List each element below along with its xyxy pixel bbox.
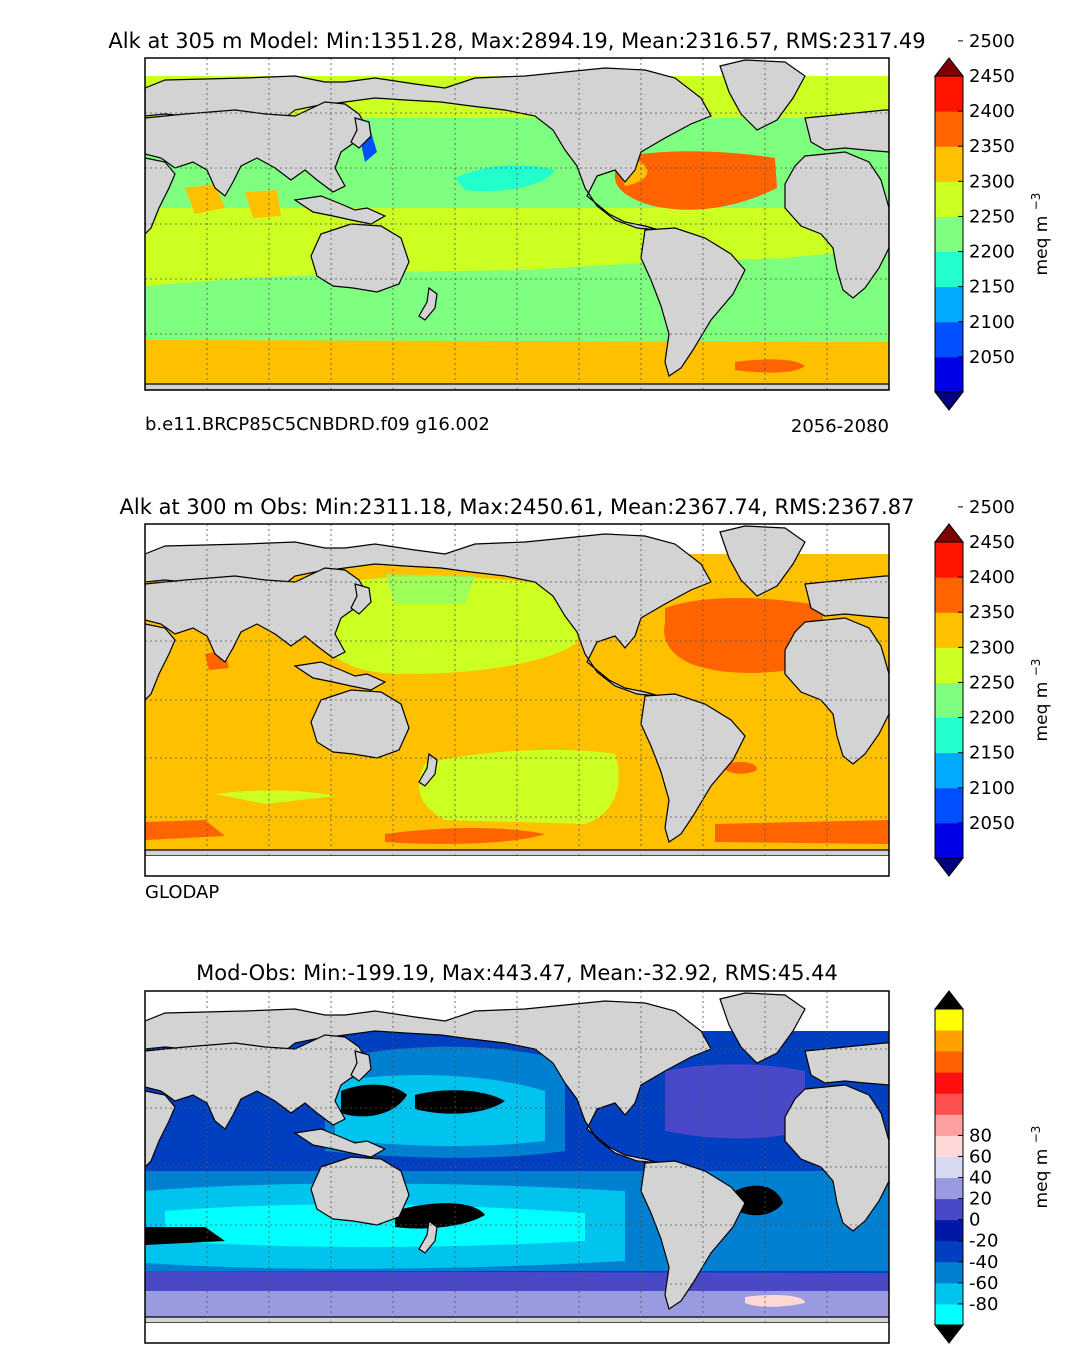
colorbar-tick-label: 40: [969, 1168, 992, 1189]
colorbar-under-triangle: [933, 857, 965, 877]
colorbar-segment: [935, 356, 963, 393]
colorbar-segment: [935, 1177, 963, 1200]
colorbar-tick-label: 2250: [969, 672, 1015, 693]
colorbar-segment: [935, 787, 963, 824]
colorbar-segment: [935, 822, 963, 859]
map-diff: [145, 991, 889, 1323]
colorbar-tick-label: 20: [969, 1189, 992, 1210]
colorbar-tick-label: 80: [969, 1125, 992, 1146]
panel-model: Alk at 305 m Model: Min:1351.28, Max:289…: [108, 29, 1052, 437]
colorbar-tick-label: 2350: [969, 136, 1015, 157]
colorbar-segment: [935, 181, 963, 217]
colorbar-tick-label: 2450: [969, 66, 1015, 87]
colorbar-tick-label: 2300: [969, 171, 1015, 192]
colorbar-tick-label: 0: [969, 1210, 980, 1231]
colorbar-segment: [935, 1093, 963, 1115]
colorbar-axis-label: meq m −3: [1029, 1126, 1052, 1209]
colorbar-under-triangle: [933, 391, 965, 411]
colorbar-segment: [935, 1114, 963, 1136]
colorbar-segment: [935, 216, 963, 253]
colorbar-model: 2050 2100 2150 2200 2250 2300 2350 2400 2450 2500…: [933, 31, 1052, 411]
colorbar-tick-label: 2100: [969, 312, 1015, 333]
colorbar-tick-label: -60: [969, 1273, 998, 1294]
colorbar-tick-label: 2350: [969, 602, 1015, 623]
colorbar-segment: [935, 577, 963, 613]
colorbar-tick-label: -40: [969, 1252, 998, 1273]
colorbar-segment: [935, 146, 963, 182]
map-frame-diff: [144, 990, 890, 1344]
colorbar-under-triangle: [933, 1324, 965, 1344]
panel-diff-title: Mod-Obs: Min:-199.19, Max:443.47, Mean:-…: [196, 961, 838, 985]
colorbar-tick-label: 2500: [969, 497, 1015, 518]
colorbar-tick-label: -20: [969, 1231, 998, 1252]
colorbar-segment: [935, 1135, 963, 1157]
colorbar-tick-label: 2500: [969, 31, 1015, 52]
colorbar-tick-label: 2100: [969, 778, 1015, 799]
colorbar-tick-label: 2150: [969, 743, 1015, 764]
map-model: [145, 58, 889, 390]
colorbar-tick-label: 2250: [969, 206, 1015, 227]
colorbar-tick-label: 2200: [969, 708, 1015, 729]
colorbar-segment: [935, 682, 963, 719]
colorbar-segment: [935, 1051, 963, 1073]
colorbar-segment: [935, 1072, 963, 1094]
colorbar-segment: [935, 1030, 963, 1052]
colorbar-segment: [935, 1261, 963, 1284]
colorbar-tick-label: 2450: [969, 532, 1015, 553]
colorbar-tick-label: 2400: [969, 567, 1015, 588]
period-label: 2056-2080: [791, 416, 889, 437]
colorbar-segment: [935, 251, 963, 288]
panel-obs-title: Alk at 300 m Obs: Min:2311.18, Max:2450.…: [120, 495, 915, 519]
colorbar-tick-label: 2200: [969, 242, 1015, 263]
colorbar-segment: [935, 111, 963, 147]
colorbar-segment: [935, 752, 963, 789]
colorbar-axis-label: meq m −3: [1029, 193, 1052, 276]
colorbar-over-triangle: [933, 57, 965, 77]
colorbar-frame: [934, 1008, 964, 1326]
colorbar-segment: [935, 717, 963, 754]
colorbar-tick-label: -80: [969, 1294, 998, 1315]
colorbar-segment: [935, 1198, 963, 1221]
colorbar-segment: [935, 1282, 963, 1305]
colorbar-frame: [934, 541, 964, 859]
colorbar-segment: [935, 612, 963, 648]
colorbar-over-triangle: [933, 523, 965, 543]
source-label: GLODAP: [145, 882, 219, 903]
colorbar-obs: 2050 2100 2150 2200 2250 2300 2350 2400 2450 2500…: [933, 497, 1052, 877]
colorbar-tick-label: 2400: [969, 101, 1015, 122]
map-frame-model: [144, 57, 890, 391]
colorbar-frame: [934, 75, 964, 393]
colorbar-segment: [935, 76, 963, 112]
colorbar-segment: [935, 321, 963, 358]
colorbar-tick-label: 2150: [969, 277, 1015, 298]
colorbar-segment: [935, 1219, 963, 1242]
colorbar-over-triangle: [933, 990, 965, 1010]
colorbar-tick-label: 60: [969, 1146, 992, 1167]
colorbar-segment: [935, 286, 963, 323]
colorbar-segment: [935, 1156, 963, 1179]
panel-diff: Mod-Obs: Min:-199.19, Max:443.47, Mean:-…: [144, 961, 1052, 1344]
colorbar-segment: [935, 1240, 963, 1263]
colorbar-segment: [935, 1303, 963, 1326]
case-name-label: b.e11.BRCP85C5CNBDRD.f09 g16.002: [145, 414, 490, 435]
colorbar-tick-label: 2050: [969, 813, 1015, 834]
colorbar-tick-label: 2300: [969, 637, 1015, 658]
colorbar-segment: [935, 1009, 963, 1031]
colorbar-axis-label: meq m −3: [1029, 659, 1052, 742]
panel-model-title: Alk at 305 m Model: Min:1351.28, Max:289…: [108, 29, 925, 53]
map-frame-obs: [144, 523, 890, 877]
colorbar-segment: [935, 542, 963, 578]
colorbar-segment: [935, 647, 963, 683]
map-obs: [145, 524, 889, 856]
colorbar-tick-label: 2050: [969, 347, 1015, 368]
panel-obs: Alk at 300 m Obs: Min:2311.18, Max:2450.…: [120, 495, 1052, 903]
